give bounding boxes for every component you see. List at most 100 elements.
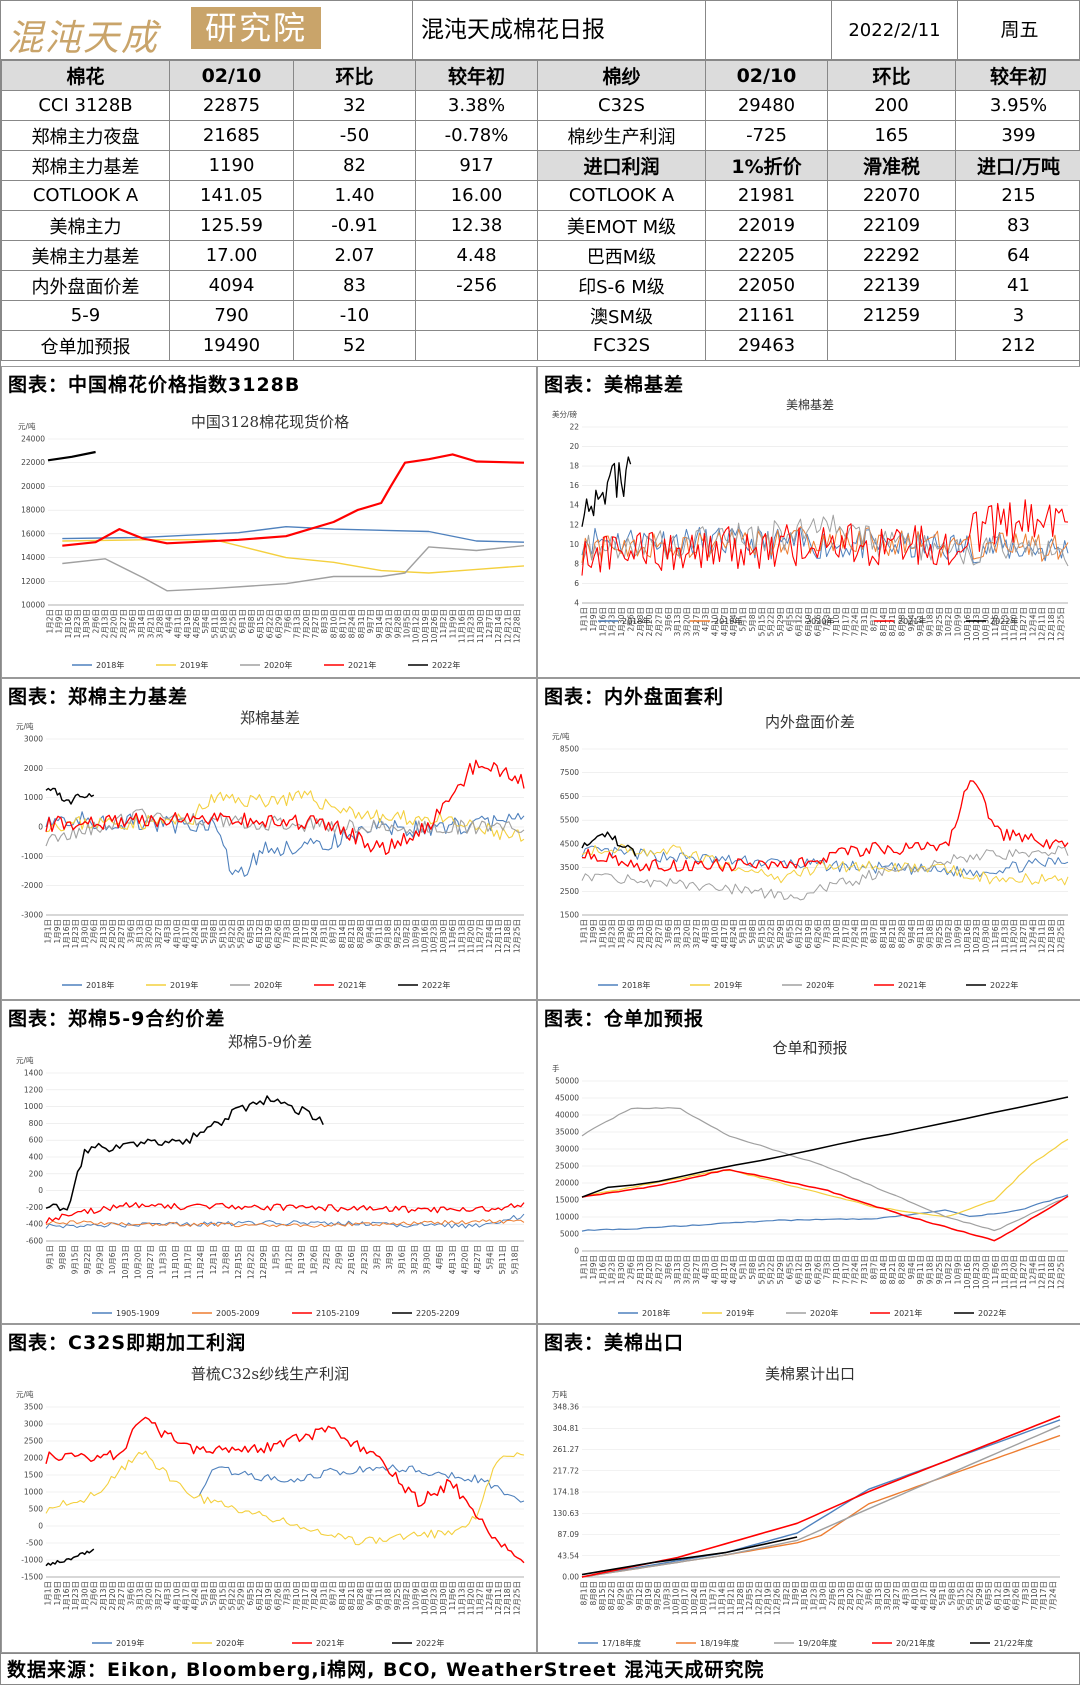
series-line <box>45 787 95 805</box>
x-tick-label: 7月17日 <box>841 919 850 948</box>
table-cell: 美棉主力 <box>1 210 170 241</box>
y-tick-label: 16000 <box>21 529 45 538</box>
table-cell: -50 <box>293 120 416 151</box>
x-tick-label: 11月30日 <box>476 609 485 643</box>
x-tick-label: 1月23日 <box>608 919 617 948</box>
x-tick-label: 11月20日 <box>1010 1255 1019 1289</box>
x-tick-label: 5月22日 <box>227 1581 236 1610</box>
table-cell: 印S-6 M级 <box>537 270 706 301</box>
x-tick-label: 3月6日 <box>664 919 673 944</box>
x-tick-label: 10月30日 <box>982 607 991 641</box>
y-tick-label: 500 <box>29 1505 44 1514</box>
y-tick-label: 5500 <box>560 816 579 825</box>
x-tick-label: 1月30日 <box>617 919 626 948</box>
y-axis-unit: 元/吨 <box>18 421 36 431</box>
x-tick-label: 1月30日 <box>80 1581 89 1610</box>
table-header-cell: 棉花 <box>1 60 170 91</box>
x-tick-label: 1月9日 <box>55 609 64 634</box>
x-tick-label: 4月3日 <box>163 1581 172 1606</box>
x-tick-label: 10月23日 <box>972 607 981 641</box>
x-tick-label: 1月16日 <box>800 1581 809 1610</box>
y-tick-label: -1500 <box>21 1573 43 1582</box>
x-tick-label: 8月1日 <box>580 1581 589 1606</box>
x-tick-label: 1月30日 <box>82 609 91 638</box>
y-tick-label: 40000 <box>555 1111 579 1120</box>
x-tick-label: 4月4日 <box>165 609 174 634</box>
x-tick-label: 6月29日 <box>274 609 283 638</box>
x-tick-label: 2月20日 <box>108 1581 117 1610</box>
table-cell <box>415 330 538 361</box>
y-axis-unit: 美分/磅 <box>552 409 578 419</box>
legend-label: 2022年 <box>432 660 460 670</box>
x-tick-label: 12月11日 <box>1038 919 1047 953</box>
x-tick-label: 1月23日 <box>73 609 82 638</box>
x-tick-label: 4月6日 <box>435 1245 444 1270</box>
x-tick-label: 3月28日 <box>155 609 164 638</box>
x-tick-label: 5月22日 <box>966 1581 975 1610</box>
x-tick-label: 12月18日 <box>1047 919 1056 953</box>
x-tick-label: 5月1日 <box>938 1581 947 1606</box>
x-tick-label: 1月1日 <box>580 919 589 944</box>
logo-box: 研究院 <box>191 7 321 49</box>
x-tick-label: 8月28日 <box>897 1255 906 1284</box>
x-tick-label: 11月27日 <box>1019 607 1028 641</box>
x-tick-label: 12月14日 <box>494 609 503 643</box>
x-tick-label: 8月7日 <box>329 1581 338 1606</box>
x-tick-label: 5月8日 <box>209 919 218 944</box>
x-tick-label: 10月5日 <box>403 609 412 638</box>
x-tick-label: 1月2日 <box>782 1581 791 1606</box>
y-tick-label: 22000 <box>21 458 45 467</box>
x-tick-label: 8月28日 <box>356 1581 365 1610</box>
x-tick-label: 7月10日 <box>832 607 841 636</box>
x-tick-label: 10月10日 <box>672 1581 681 1615</box>
x-tick-label: 8月28日 <box>356 919 365 948</box>
x-tick-label: 7月3日 <box>283 919 292 944</box>
chart-title: 美棉基差 <box>786 398 834 412</box>
x-tick-label: 9月25日 <box>935 607 944 636</box>
x-tick-label: 3月13日 <box>874 1581 883 1610</box>
table-cell: 16.00 <box>415 180 538 211</box>
table-cell: 内外盘面价差 <box>1 270 170 301</box>
y-tick-label: 4500 <box>560 839 579 848</box>
legend-label: 2020年 <box>254 980 282 990</box>
table-header-cell: 滑准税 <box>827 150 956 181</box>
table-cell: 82 <box>293 150 416 181</box>
panel-warehouse: 图表：仓单加预报 仓单和预报手 0 5000 10000 15000 20000 25000… <box>537 1000 1080 1324</box>
x-tick-label: 4月19日 <box>183 609 192 638</box>
x-tick-label: 12月1日 <box>209 1245 218 1274</box>
x-tick-label: 11月20日 <box>466 919 475 953</box>
x-tick-label: 11月27日 <box>476 919 485 953</box>
x-tick-label: 1月23日 <box>608 1255 617 1284</box>
legend-label: 2005-2009 <box>216 1309 260 1318</box>
x-tick-label: 8月31日 <box>357 609 366 638</box>
x-tick-label: 11月6日 <box>448 1581 457 1610</box>
table-cell: 郑棉主力基差 <box>1 150 170 181</box>
company-logo: 混沌天成 研究院 <box>1 1 413 60</box>
x-tick-label: 9月4日 <box>907 607 916 632</box>
x-tick-label: 1月19日 <box>297 1245 306 1274</box>
y-tick-label: 20 <box>569 442 579 451</box>
x-tick-label: 11月20日 <box>466 1581 475 1615</box>
x-tick-label: 11月13日 <box>457 919 466 953</box>
legend-label: 2020年 <box>806 980 834 990</box>
panel-cci-index: 图表：中国棉花价格指数3128B 中国3128棉花现货价格 元/吨 10000 120… <box>1 366 537 678</box>
y-tick-label: 20000 <box>555 1179 579 1188</box>
table-cell: CCI 3128B <box>1 90 170 121</box>
x-tick-label: 12月15日 <box>234 1245 243 1279</box>
x-tick-label: 8月7日 <box>869 1255 878 1280</box>
x-tick-label: 1月16日 <box>64 609 73 638</box>
x-tick-label: 10月31日 <box>699 1581 708 1615</box>
x-tick-label: 8月21日 <box>888 1255 897 1284</box>
x-tick-label: 9月18日 <box>384 1581 393 1610</box>
x-tick-label: 12月11日 <box>1038 607 1047 641</box>
x-tick-label: 5月15日 <box>757 919 766 948</box>
x-tick-label: 8月17日 <box>339 609 348 638</box>
chart-us-basis: 美棉基差美分/磅468101214161820221月1日1月9日1月16日1月… <box>552 398 1069 641</box>
x-tick-label: 12月4日 <box>1028 607 1037 636</box>
x-tick-label: 10月9日 <box>954 919 963 948</box>
y-tick-label: 348.36 <box>553 1403 579 1412</box>
y-tick-label: 1000 <box>24 1102 43 1111</box>
table-cell: 41 <box>955 270 1080 301</box>
x-tick-label: 10月30日 <box>982 919 991 953</box>
